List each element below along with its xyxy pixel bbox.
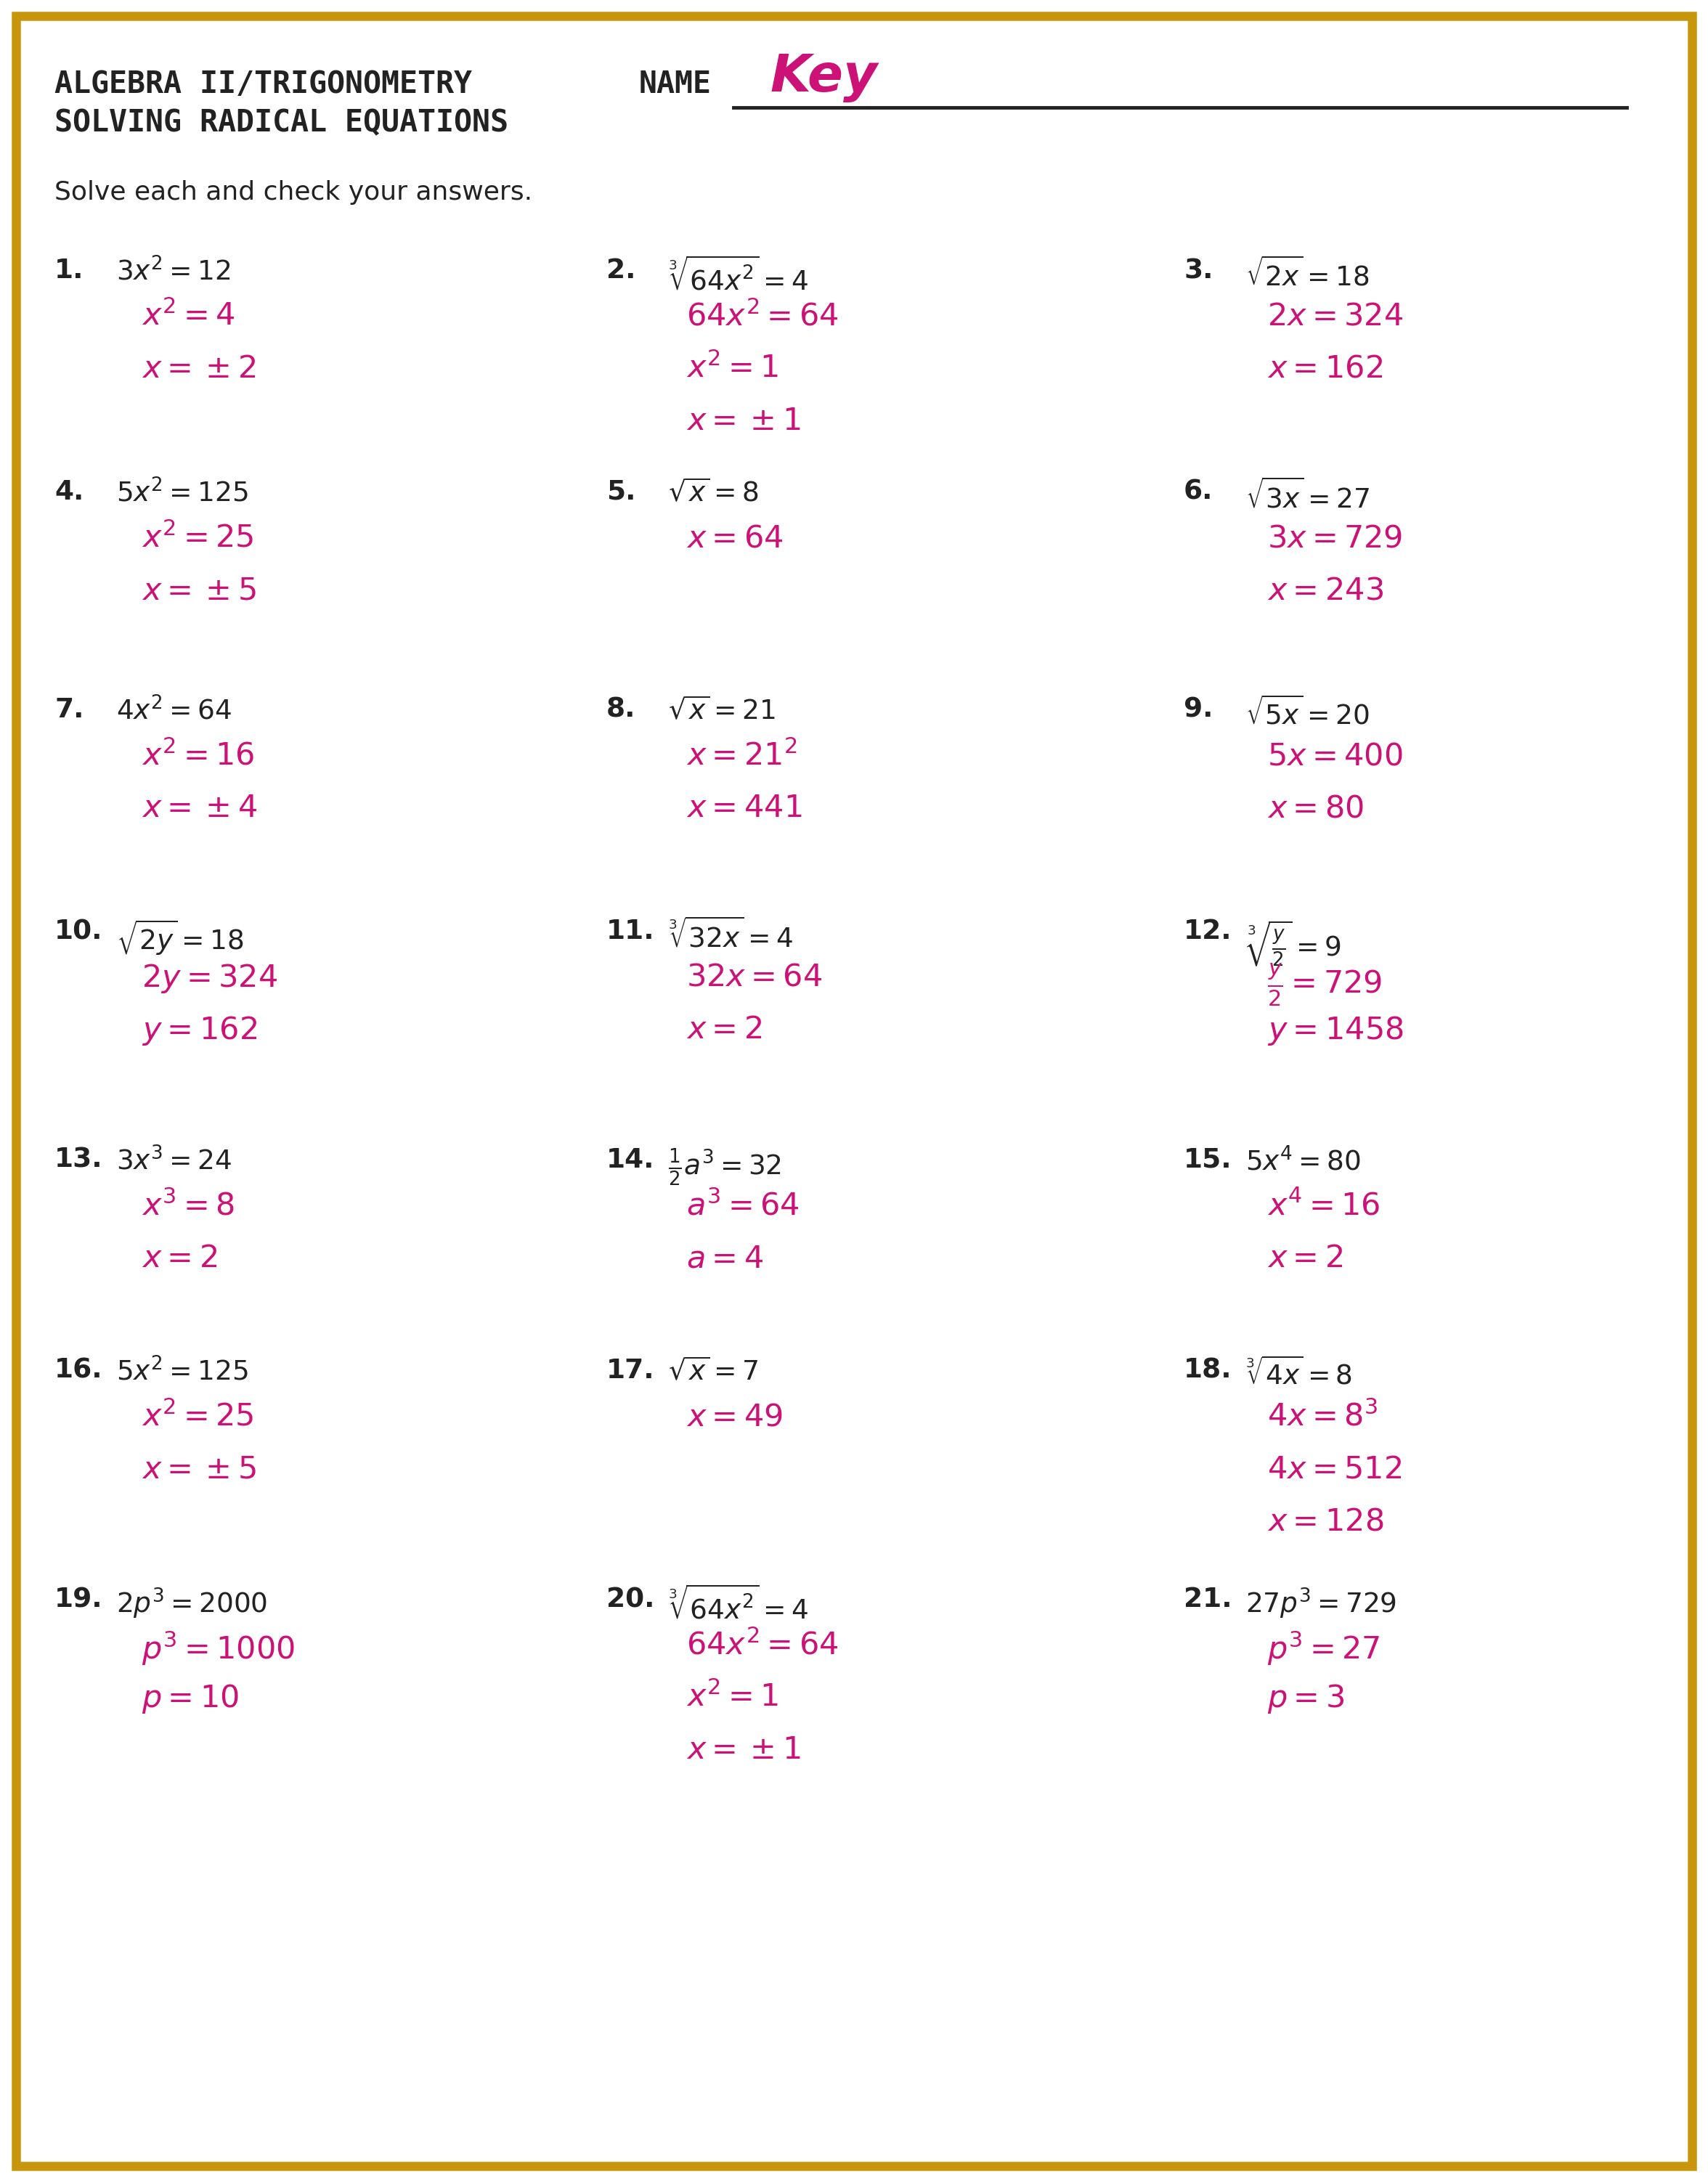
Text: $3x = 729$: $3x = 729$ (1267, 524, 1402, 554)
Text: 5.: 5. (606, 480, 635, 506)
Text: $x = 80$: $x = 80$ (1267, 792, 1365, 823)
Text: $\sqrt{5x} = 20$: $\sqrt{5x} = 20$ (1245, 696, 1370, 731)
Text: $\sqrt[3]{4x} = 8$: $\sqrt[3]{4x} = 8$ (1245, 1357, 1353, 1390)
Text: 13.: 13. (55, 1148, 102, 1174)
Text: $\sqrt{x} = 21$: $\sqrt{x} = 21$ (668, 696, 775, 724)
Text: Key: Key (770, 52, 878, 103)
Text: $\sqrt{2x} = 18$: $\sqrt{2x} = 18$ (1245, 257, 1370, 292)
Text: $x = 2$: $x = 2$ (687, 1015, 762, 1045)
Text: $4x = 512$: $4x = 512$ (1267, 1453, 1402, 1484)
Text: 11.: 11. (606, 919, 654, 945)
Text: $\sqrt{x} = 8$: $\sqrt{x} = 8$ (668, 480, 758, 506)
Text: 4.: 4. (55, 480, 84, 506)
Text: $x^2 = 25$: $x^2 = 25$ (142, 524, 254, 554)
Text: $x = 2$: $x = 2$ (142, 1244, 217, 1274)
Text: $x = \pm2$: $x = \pm2$ (142, 353, 256, 384)
Text: 14.: 14. (606, 1148, 654, 1174)
Text: $p = 10$: $p = 10$ (142, 1682, 239, 1715)
Text: 18.: 18. (1184, 1357, 1231, 1383)
Text: $3x^3 = 24$: $3x^3 = 24$ (116, 1148, 232, 1176)
Text: $\frac{y}{2} = 729$: $\frac{y}{2} = 729$ (1267, 962, 1382, 1008)
Text: SOLVING RADICAL EQUATIONS: SOLVING RADICAL EQUATIONS (55, 107, 509, 137)
Text: $5x = 400$: $5x = 400$ (1267, 740, 1402, 770)
Text: 19.: 19. (55, 1586, 102, 1612)
Text: $64x^2 = 64$: $64x^2 = 64$ (687, 301, 839, 332)
Text: $x = \pm1$: $x = \pm1$ (687, 1735, 801, 1765)
Text: $x = \pm5$: $x = \pm5$ (142, 1453, 256, 1484)
Text: $\sqrt{2y} = 18$: $\sqrt{2y} = 18$ (116, 919, 244, 958)
Text: 1.: 1. (55, 257, 84, 284)
Text: $5x^4 = 80$: $5x^4 = 80$ (1245, 1148, 1361, 1176)
Text: Solve each and check your answers.: Solve each and check your answers. (55, 181, 533, 205)
Text: $x^2 = 1$: $x^2 = 1$ (687, 353, 779, 384)
Text: $x^2 = 1$: $x^2 = 1$ (687, 1682, 779, 1713)
Text: $4x = 8^3$: $4x = 8^3$ (1267, 1401, 1378, 1431)
Text: $27p^3 = 729$: $27p^3 = 729$ (1245, 1586, 1395, 1621)
Text: $a = 4$: $a = 4$ (687, 1244, 763, 1274)
Text: $p = 3$: $p = 3$ (1267, 1682, 1344, 1715)
Text: $\sqrt[3]{64x^2} = 4$: $\sqrt[3]{64x^2} = 4$ (668, 257, 808, 297)
Text: 9.: 9. (1184, 696, 1213, 722)
Text: $x = 441$: $x = 441$ (687, 792, 803, 823)
Text: $x = 64$: $x = 64$ (687, 524, 784, 554)
Text: $\sqrt[3]{64x^2} = 4$: $\sqrt[3]{64x^2} = 4$ (668, 1586, 808, 1626)
Text: 7.: 7. (55, 696, 84, 722)
Text: $\sqrt[3]{32x} = 4$: $\sqrt[3]{32x} = 4$ (668, 919, 793, 954)
Text: $5x^2 = 125$: $5x^2 = 125$ (116, 1357, 248, 1386)
Text: 2.: 2. (606, 257, 635, 284)
Text: $x = 128$: $x = 128$ (1267, 1506, 1383, 1536)
Text: $\sqrt{x} = 7$: $\sqrt{x} = 7$ (668, 1357, 758, 1386)
Text: 3.: 3. (1184, 257, 1213, 284)
Text: $p^3 = 27$: $p^3 = 27$ (1267, 1630, 1380, 1667)
Text: 20.: 20. (606, 1586, 654, 1612)
Text: $x = \pm5$: $x = \pm5$ (142, 576, 256, 607)
Text: $3x^2 = 12$: $3x^2 = 12$ (116, 257, 231, 286)
Text: $p^3 = 1000$: $p^3 = 1000$ (142, 1630, 295, 1667)
Text: $\sqrt[3]{\frac{y}{2}} = 9$: $\sqrt[3]{\frac{y}{2}} = 9$ (1245, 919, 1341, 969)
Text: 16.: 16. (55, 1357, 102, 1383)
Text: 8.: 8. (606, 696, 635, 722)
Text: $2p^3 = 2000$: $2p^3 = 2000$ (116, 1586, 268, 1621)
Text: $a^3 = 64$: $a^3 = 64$ (687, 1191, 799, 1222)
Text: $x = 2$: $x = 2$ (1267, 1244, 1342, 1274)
Text: $y = 1458$: $y = 1458$ (1267, 1015, 1404, 1047)
Text: $x^2 = 25$: $x^2 = 25$ (142, 1401, 254, 1431)
Text: $32x = 64$: $32x = 64$ (687, 962, 822, 993)
Text: 6.: 6. (1184, 480, 1213, 506)
Text: $5x^2 = 125$: $5x^2 = 125$ (116, 480, 248, 508)
Text: $y = 162$: $y = 162$ (142, 1015, 258, 1047)
Text: 15.: 15. (1184, 1148, 1231, 1174)
Text: $\frac{1}{2}a^3 = 32$: $\frac{1}{2}a^3 = 32$ (668, 1148, 781, 1189)
Text: $2x = 324$: $2x = 324$ (1267, 301, 1404, 332)
Text: 12.: 12. (1184, 919, 1231, 945)
Text: 17.: 17. (606, 1357, 654, 1383)
Text: 10.: 10. (55, 919, 102, 945)
Text: $2y = 324$: $2y = 324$ (142, 962, 278, 995)
Text: $x = 49$: $x = 49$ (687, 1401, 782, 1431)
Text: $x^3 = 8$: $x^3 = 8$ (142, 1191, 234, 1222)
Text: NAME: NAME (639, 70, 712, 100)
Text: $\sqrt{3x} = 27$: $\sqrt{3x} = 27$ (1245, 480, 1370, 513)
Text: $x = \pm1$: $x = \pm1$ (687, 406, 801, 436)
Text: $x = 243$: $x = 243$ (1267, 576, 1383, 607)
Text: 21.: 21. (1184, 1586, 1231, 1612)
Text: ALGEBRA II/TRIGONOMETRY: ALGEBRA II/TRIGONOMETRY (55, 70, 471, 100)
Text: $4x^2 = 64$: $4x^2 = 64$ (116, 696, 232, 724)
Text: $64x^2 = 64$: $64x^2 = 64$ (687, 1630, 839, 1661)
Text: $x = 21^2$: $x = 21^2$ (687, 740, 798, 772)
Text: $x = 162$: $x = 162$ (1267, 353, 1383, 384)
Text: $x^4 = 16$: $x^4 = 16$ (1267, 1191, 1380, 1222)
Text: $x^2 = 16$: $x^2 = 16$ (142, 740, 254, 772)
Text: $x = \pm4$: $x = \pm4$ (142, 792, 258, 823)
Text: $x^2 = 4$: $x^2 = 4$ (142, 301, 236, 332)
